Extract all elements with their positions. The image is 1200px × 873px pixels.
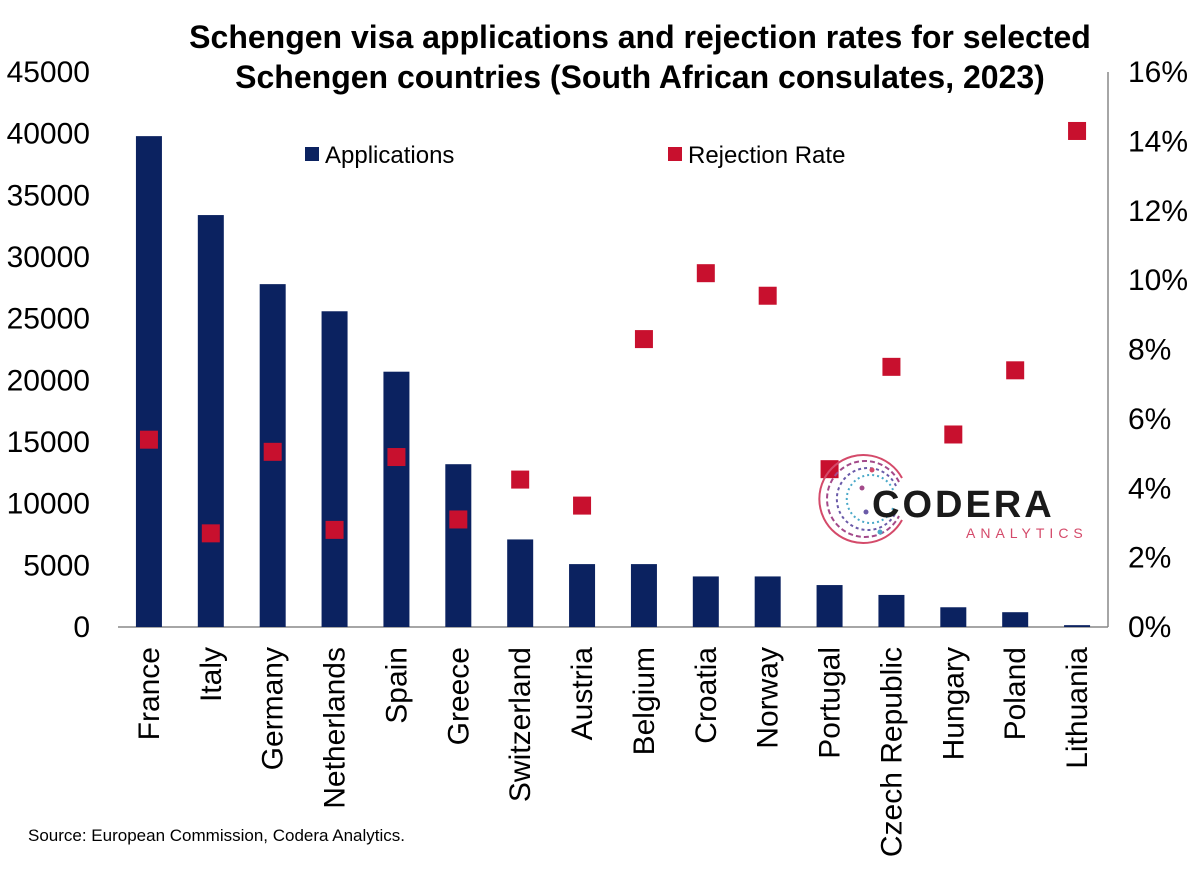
category-label: Czech Republic [875,647,908,857]
chart-title-line-1: Schengen visa applications and rejection… [189,19,1091,55]
point-rejection-rate-hungary [944,425,963,444]
bar-applications-greece [445,464,472,627]
left-tick-label: 30000 [7,241,90,274]
legend-label-2: Rejection Rate [688,142,845,169]
category-label: Lithuania [1061,647,1094,769]
bar-applications-norway [754,576,781,627]
bar-applications-italy [197,215,224,628]
bar-applications-portugal [816,585,843,627]
category-label: Portugal [814,647,847,759]
legend-label-1: Applications [325,142,454,169]
right-tick-label: 10% [1128,264,1188,297]
category-label: Germany [257,647,290,770]
left-tick-label: 45000 [7,56,90,89]
right-tick-label: 16% [1128,56,1188,89]
point-rejection-rate-lithuania [1068,121,1087,140]
left-axis-ticks: 0 5000 10000 15000 20000 25000 30000 35000 40000… [7,56,90,644]
point-rejection-rate-norway [758,286,777,305]
point-rejection-rate-greece [449,510,468,529]
category-label: Italy [195,647,228,702]
left-tick-label: 15000 [7,426,90,459]
point-rejection-rate-netherlands [325,520,344,539]
bar-applications-czech-republic [878,594,905,627]
category-label: France [133,647,166,740]
category-label: Croatia [690,647,723,744]
logo-arc-icon [818,454,903,544]
bar-applications-netherlands [321,311,348,627]
point-rejection-rate-belgium [634,330,653,349]
category-label: Norway [752,647,785,749]
left-tick-label: 0 [73,611,90,644]
right-tick-label: 8% [1128,334,1171,367]
bar-applications-austria [569,564,596,627]
bar-applications-france [135,136,162,627]
point-rejection-rate-switzerland [511,470,530,489]
right-tick-label: 12% [1128,195,1188,228]
category-label: Belgium [628,647,661,755]
chart-title: Schengen visa applications and rejection… [189,19,1091,95]
category-label: Spain [380,647,413,724]
source-note: Source: European Commission, Codera Anal… [28,826,405,845]
left-tick-label: 25000 [7,303,90,336]
bar-applications-croatia [692,576,719,627]
category-label: Poland [999,647,1032,740]
legend: Applications Rejection Rate [305,142,845,169]
category-label: Greece [442,647,475,745]
point-rejection-rate-poland [1006,361,1025,380]
bar-applications-poland [1002,612,1029,627]
category-label: Switzerland [504,647,537,802]
category-label: Hungary [937,647,970,760]
legend-swatch-1 [305,147,319,161]
point-rejection-rate-croatia [696,264,715,283]
left-tick-label: 35000 [7,179,90,212]
point-rejection-rate-italy [201,524,220,543]
point-rejection-rate-france [139,430,158,449]
right-tick-label: 6% [1128,403,1171,436]
codera-logo: CODERA ANALYTICS [818,454,1088,544]
right-tick-label: 2% [1128,542,1171,575]
point-rejection-rate-czech-republic [882,357,901,376]
point-rejection-rate-austria [573,496,592,515]
left-tick-label: 20000 [7,364,90,397]
left-tick-label: 10000 [7,488,90,521]
right-tick-label: 14% [1128,125,1188,158]
logo-wordmark: CODERA [872,484,1055,526]
bar-applications-hungary [940,607,967,627]
point-rejection-rate-germany [263,442,282,461]
bar-applications-spain [383,371,410,627]
category-labels: France Italy Germany Netherlands Spain Greece… [133,647,1094,857]
bar-applications-belgium [630,564,657,627]
category-label: Netherlands [319,647,352,809]
point-rejection-rate-spain [387,448,406,467]
left-tick-label: 5000 [23,549,90,582]
category-label: Austria [566,647,599,741]
logo-subtext: ANALYTICS [966,525,1088,541]
left-tick-label: 40000 [7,118,90,151]
legend-swatch-2 [668,147,682,161]
bar-applications-switzerland [507,539,534,627]
chart-title-line-2: Schengen countries (South African consul… [235,59,1045,95]
rejection-rate-points [139,121,1087,543]
right-axis-ticks: 0% 2% 4% 6% 8% 10% 12% 14% 16% [1128,56,1188,644]
right-tick-label: 4% [1128,472,1171,505]
bar-applications-lithuania [1064,625,1091,627]
right-tick-label: 0% [1128,611,1171,644]
applications-bars [135,136,1091,628]
